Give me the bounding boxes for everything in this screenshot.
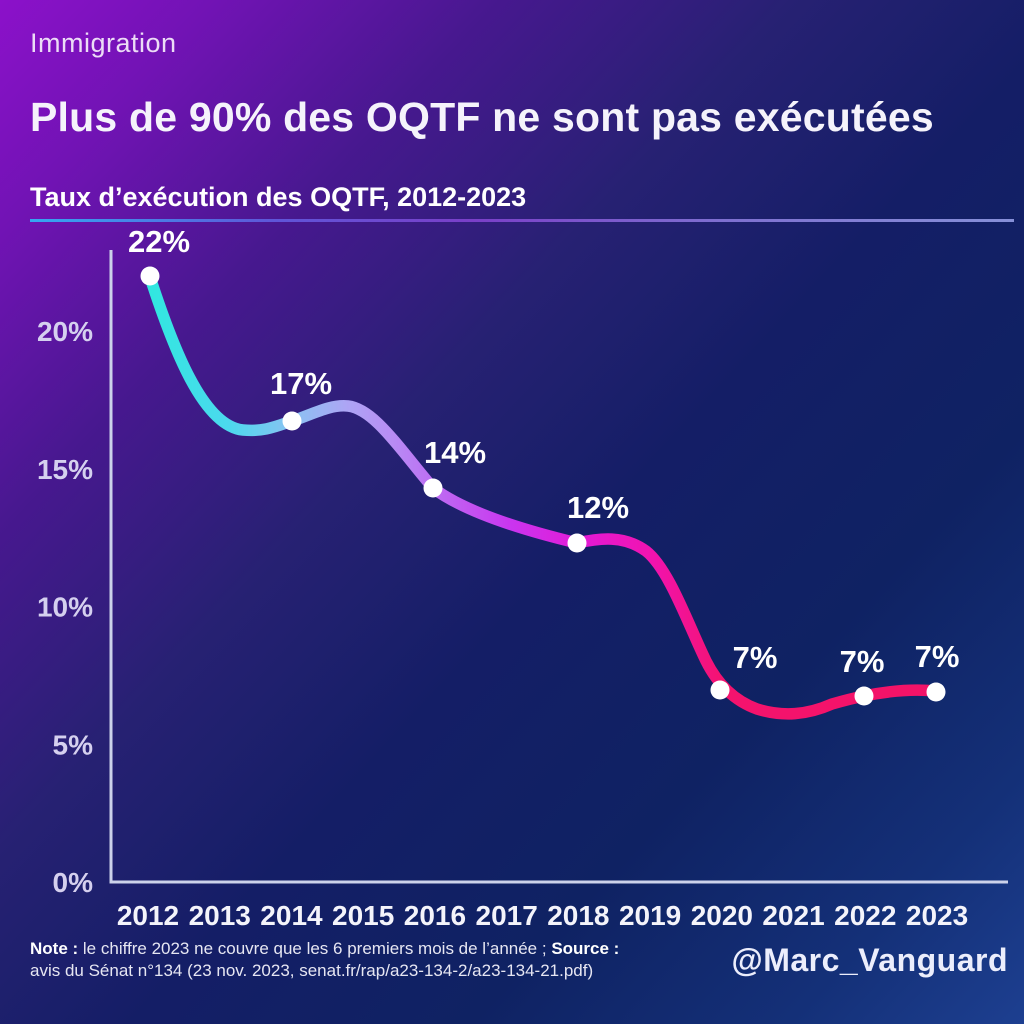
footnote: Note : le chiffre 2023 ne couvre que les…	[30, 938, 619, 983]
data-point	[282, 411, 302, 431]
x-tick-label: 2018	[547, 900, 609, 931]
source-text: avis du Sénat n°134 (23 nov. 2023, senat…	[30, 961, 594, 981]
data-point	[423, 478, 443, 498]
x-tick-label: 2019	[619, 900, 681, 931]
data-point-label: 17%	[270, 366, 332, 401]
data-point-label: 22%	[128, 224, 190, 259]
x-axis-labels: 2012 2013 2014 2015 2016 2017 2018 2019 2020 2021…	[117, 900, 968, 931]
title-divider	[30, 219, 1014, 222]
data-point	[926, 682, 946, 702]
data-point	[710, 680, 730, 700]
data-point-label: 7%	[840, 644, 885, 679]
x-tick-label: 2023	[906, 900, 968, 931]
x-tick-label: 2012	[117, 900, 179, 931]
data-points	[140, 266, 946, 706]
y-tick-label: 20%	[37, 316, 93, 347]
y-tick-label: 15%	[37, 454, 93, 485]
category-label: Immigration	[30, 28, 177, 58]
chart-title: Taux d’exécution des OQTF, 2012-2023	[30, 182, 527, 212]
axes	[109, 250, 1008, 884]
page-title: Plus de 90% des OQTF ne sont pas exécuté…	[30, 94, 934, 140]
data-point-label: 7%	[915, 639, 960, 674]
trend-line	[144, 271, 942, 720]
data-point-label: 12%	[567, 490, 629, 525]
x-tick-label: 2016	[404, 900, 466, 931]
x-tick-label: 2021	[762, 900, 824, 931]
y-axis-labels: 0% 5% 10% 15% 20%	[37, 316, 93, 898]
footer: Note : le chiffre 2023 ne couvre que les…	[30, 938, 1008, 983]
data-point-label: 7%	[733, 640, 778, 675]
x-tick-label: 2015	[332, 900, 394, 931]
source-label: Source :	[551, 939, 620, 958]
note-text: le chiffre 2023 ne couvre que les 6 prem…	[82, 939, 547, 958]
data-point	[854, 686, 874, 706]
y-tick-label: 5%	[53, 729, 94, 760]
data-point	[567, 533, 587, 553]
note-label: Note :	[30, 939, 79, 958]
data-point	[140, 266, 160, 286]
author-handle: @Marc_Vanguard	[731, 941, 1008, 978]
y-tick-label: 0%	[53, 867, 94, 898]
data-point-label: 14%	[424, 435, 486, 470]
data-point-labels: 22% 17% 14% 12% 7% 7% 7%	[128, 224, 959, 679]
x-tick-label: 2022	[834, 900, 896, 931]
x-tick-label: 2013	[189, 900, 251, 931]
y-tick-label: 10%	[37, 592, 93, 623]
x-tick-label: 2017	[476, 900, 538, 931]
x-tick-label: 2014	[260, 900, 323, 931]
x-tick-label: 2020	[691, 900, 753, 931]
